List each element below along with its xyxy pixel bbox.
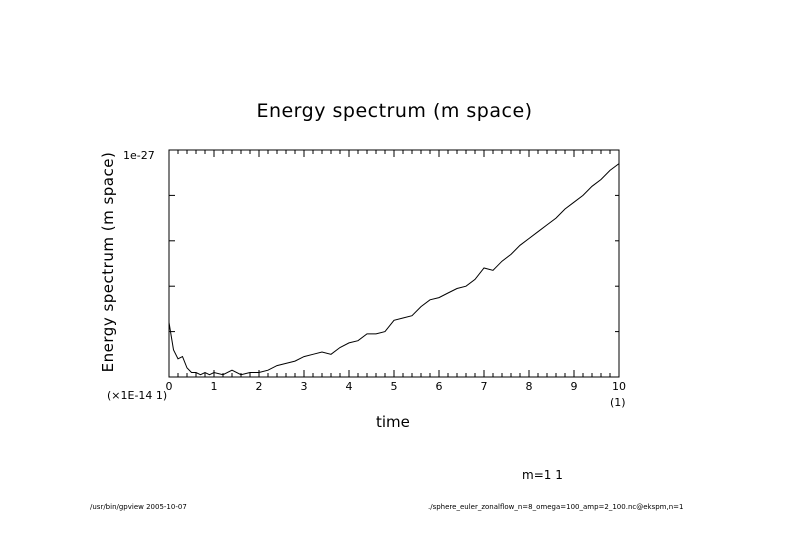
x-axis-label: time <box>376 413 410 431</box>
chart-title: Energy spectrum (m space) <box>256 100 533 122</box>
y-top-tick-label: 1e-27 <box>123 149 155 162</box>
x-tick-label: 5 <box>391 380 398 393</box>
x-axis-multiplier-label: (×1E-14 1) <box>107 389 168 402</box>
x-tick-label: 0 <box>166 380 173 393</box>
x-tick-label: 9 <box>571 380 578 393</box>
footer-left-text: /usr/bin/gpview 2005-10-07 <box>90 503 187 511</box>
x-tick-label: 4 <box>346 380 353 393</box>
m-annotation: m=1 1 <box>522 468 563 482</box>
plot-frame <box>168 149 620 378</box>
x-tick-label: 8 <box>526 380 533 393</box>
footer-right-text: ./sphere_euler_zonalflow_n=8_omega=100_a… <box>428 503 684 511</box>
x-tick-label: 2 <box>256 380 263 393</box>
x-tick-label: 6 <box>436 380 443 393</box>
x-tick-label: 3 <box>301 380 308 393</box>
series-line <box>168 163 620 376</box>
x-tick-label: 1 <box>211 380 218 393</box>
x-axis-unit-label: (1) <box>610 396 626 409</box>
x-tick-label: 10 <box>612 380 626 393</box>
x-tick-label: 7 <box>481 380 488 393</box>
